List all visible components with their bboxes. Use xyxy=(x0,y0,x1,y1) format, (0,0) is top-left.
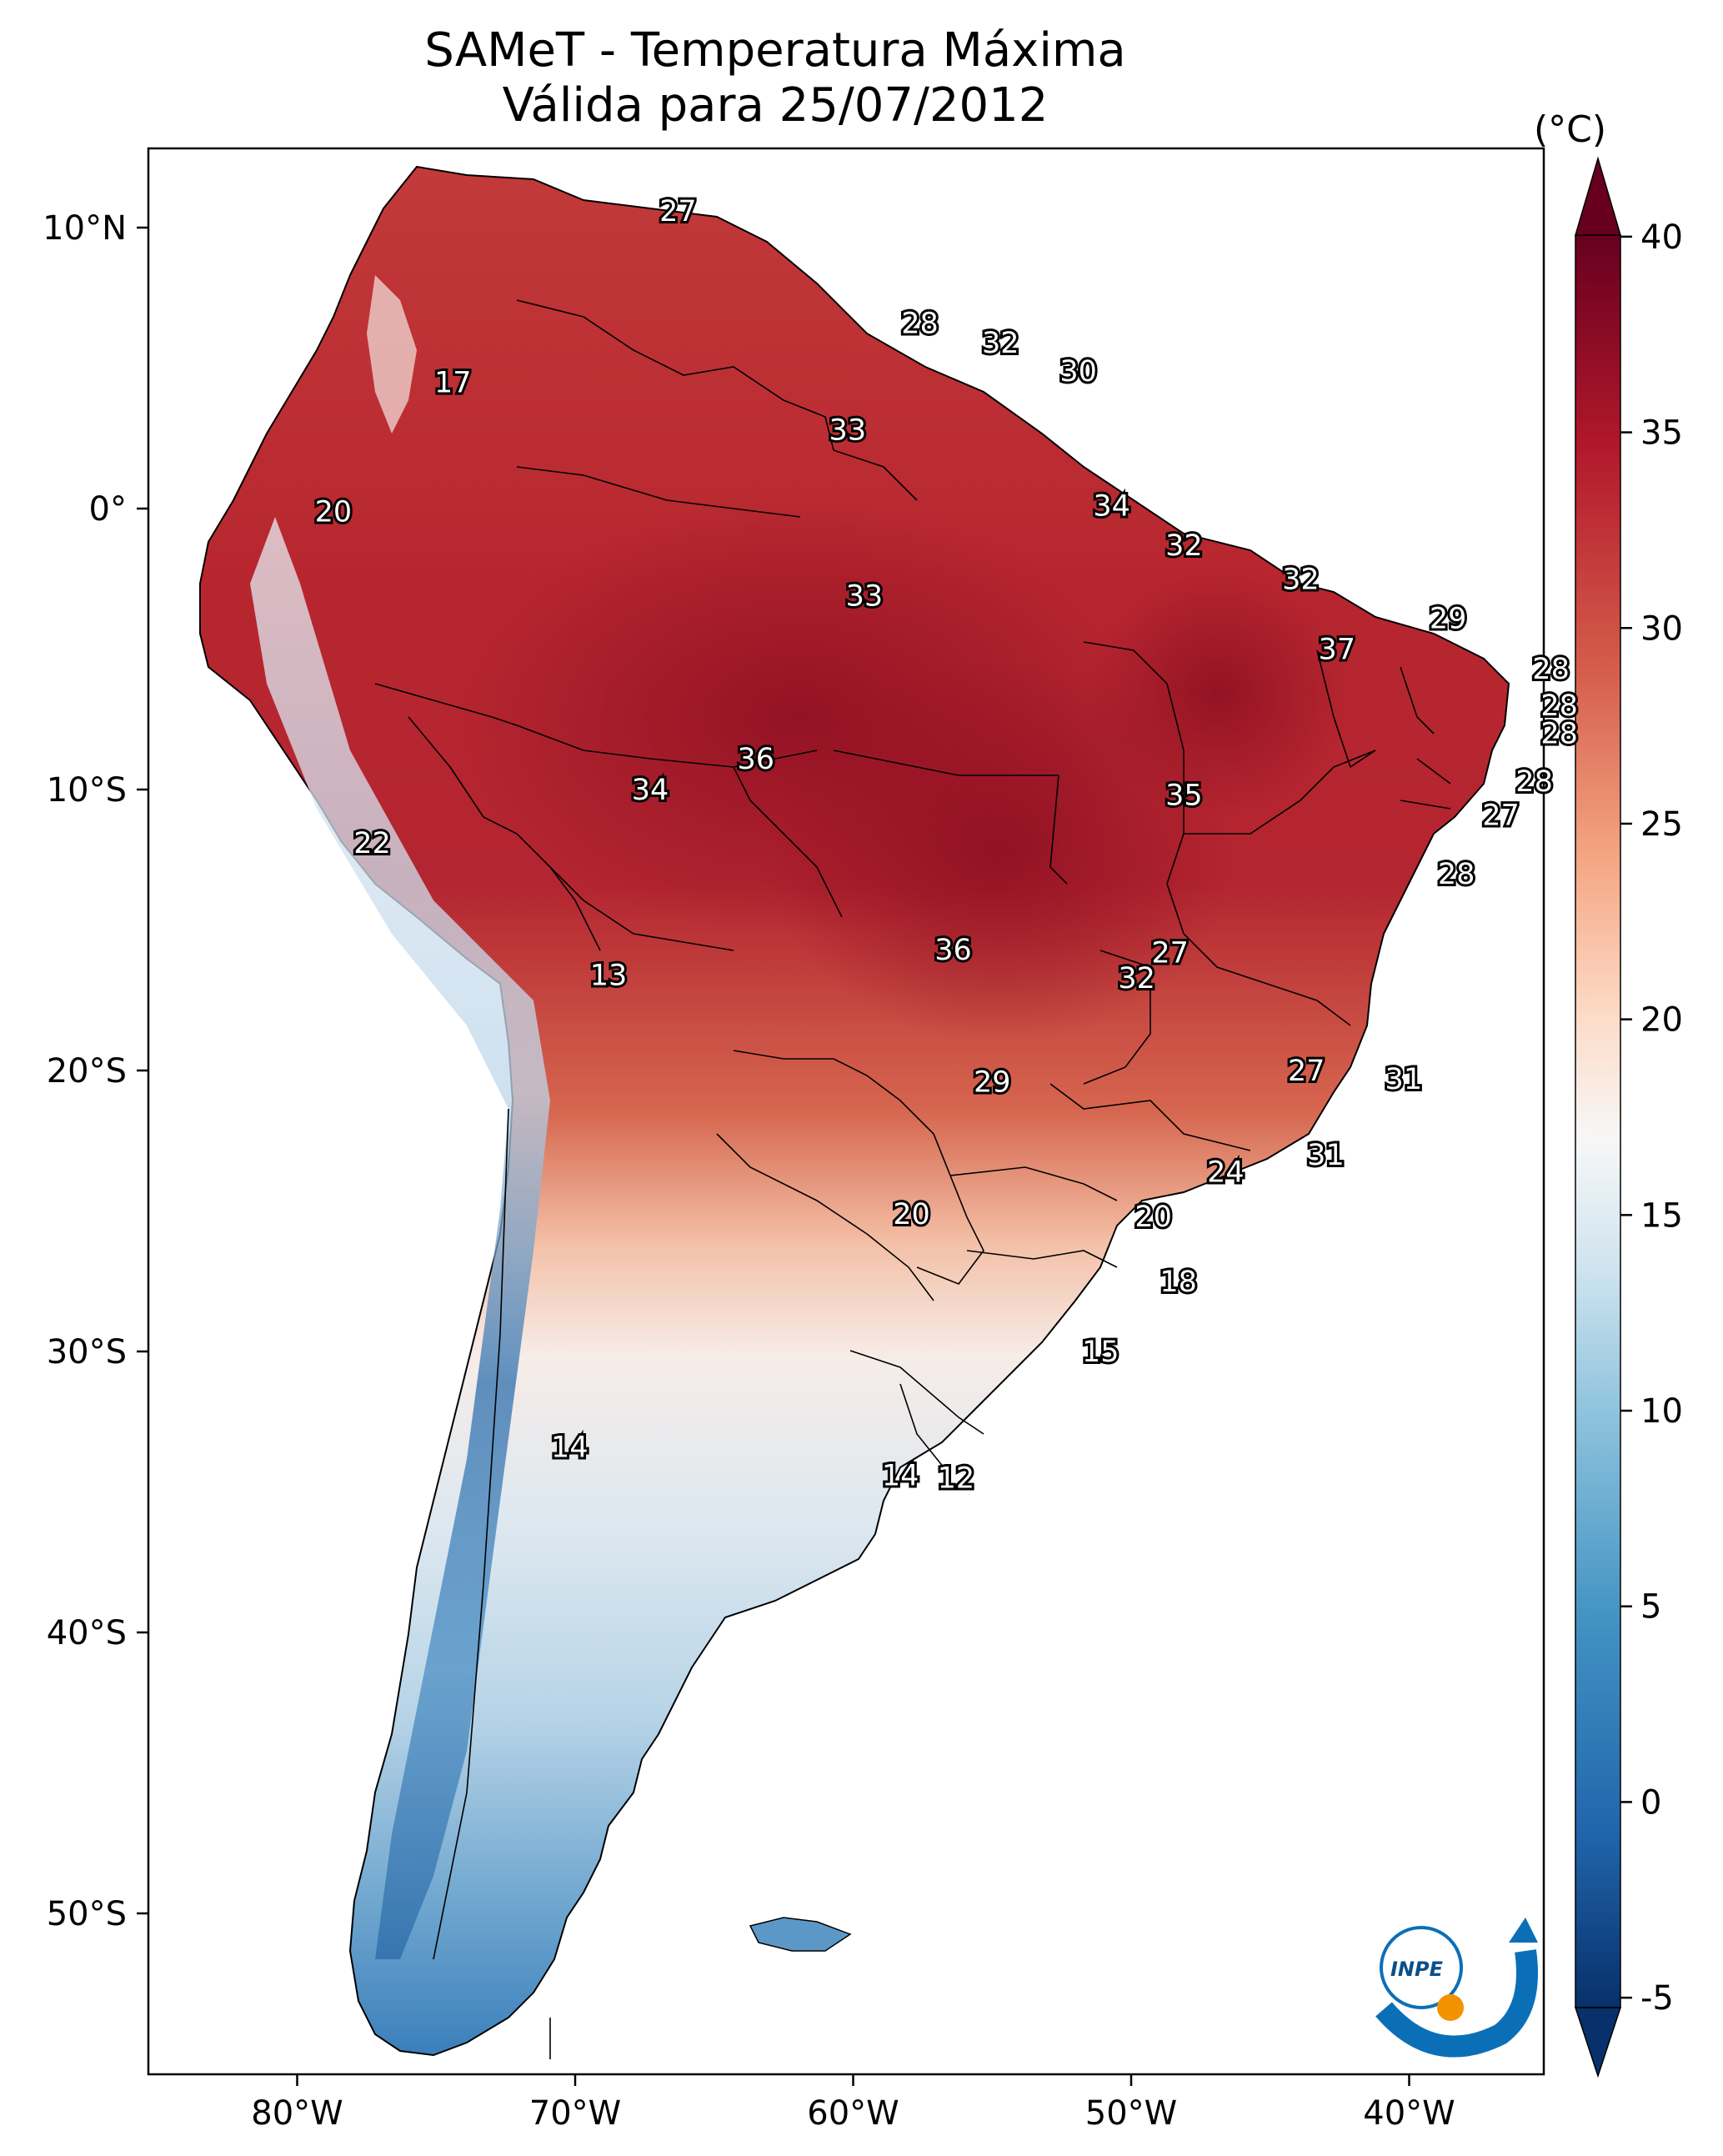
temperature-label: 32 xyxy=(1118,962,1155,995)
colorbar-tick-label: 25 xyxy=(1640,805,1683,844)
temperature-label: 20 xyxy=(315,495,353,529)
land-area xyxy=(199,165,1510,2057)
temperature-label: 32 xyxy=(982,327,1019,360)
temperature-label: 27 xyxy=(659,195,697,228)
y-tick-label: 10°N xyxy=(43,209,127,248)
x-tick-label: 40°W xyxy=(1363,2094,1455,2133)
temperature-label: 33 xyxy=(846,579,884,613)
y-tick-label: 20°S xyxy=(47,1052,127,1091)
temperature-label: 30 xyxy=(1059,355,1097,389)
temperature-label: 28 xyxy=(1438,858,1475,891)
y-tick-label: 0° xyxy=(89,490,127,529)
temperature-label: 20 xyxy=(893,1198,930,1231)
y-tick-label: 10°S xyxy=(47,771,127,810)
temperature-label: 12 xyxy=(938,1462,975,1496)
colorbar-gradient xyxy=(1575,234,1621,2008)
temperature-label: 14 xyxy=(882,1459,919,1492)
colorbar-tick-label: 35 xyxy=(1640,414,1683,453)
y-tick-label: 50°S xyxy=(47,1895,127,1933)
x-tick-label: 60°W xyxy=(807,2094,899,2133)
temperature-label: 35 xyxy=(1165,780,1203,813)
temperature-label: 28 xyxy=(1532,653,1570,686)
colorbar-bottom-arrow xyxy=(1574,2007,1622,2078)
title-line-1: SAMeT - Temperatura Máxima xyxy=(424,23,1126,78)
temperature-label: 15 xyxy=(1082,1336,1119,1369)
temperature-label: 37 xyxy=(1319,634,1356,667)
x-axis: 80°W 70°W 60°W 50°W 40°W xyxy=(251,2074,1455,2133)
temperature-label: 34 xyxy=(1093,490,1130,524)
colorbar: 40 35 30 25 20 15 10 5 0 -5 xyxy=(1574,156,1683,2078)
temperature-label: 28 xyxy=(1515,765,1553,799)
colorbar-tick-label: 20 xyxy=(1640,1001,1683,1040)
colorbar-tick-label: 30 xyxy=(1640,609,1683,648)
falkland-islands xyxy=(749,1917,852,1952)
temperature-label: 33 xyxy=(829,414,867,448)
x-tick-label: 50°W xyxy=(1085,2094,1177,2133)
temperature-label: 32 xyxy=(1282,563,1320,596)
temperature-label: 14 xyxy=(551,1431,589,1465)
temperature-label: 31 xyxy=(1307,1139,1345,1172)
temperature-label: 20 xyxy=(1134,1201,1172,1234)
colorbar-top-arrow xyxy=(1574,156,1622,236)
temperature-label: 27 xyxy=(1288,1055,1325,1088)
colorbar-tick-label: -5 xyxy=(1640,1979,1674,2018)
colorbar-tick-label: 15 xyxy=(1640,1196,1683,1235)
temperature-label: 36 xyxy=(738,743,775,776)
temperature-label: 18 xyxy=(1160,1266,1197,1299)
colorbar-tick-label: 40 xyxy=(1640,218,1683,257)
x-tick-label: 70°W xyxy=(529,2094,621,2133)
temperature-label: 13 xyxy=(590,959,628,992)
country-borders xyxy=(374,299,1451,2059)
y-axis: 10°N 0° 10°S 20°S 30°S 40°S 50°S xyxy=(43,209,148,1933)
title-line-2: Válida para 25/07/2012 xyxy=(502,78,1049,133)
temperature-label: 17 xyxy=(434,366,472,399)
temperature-label: 29 xyxy=(1430,602,1467,635)
temperature-label: 27 xyxy=(1482,799,1520,832)
temperature-label: 27 xyxy=(1151,936,1189,970)
x-tick-label: 80°W xyxy=(251,2094,343,2133)
temperature-label: 32 xyxy=(1165,529,1203,563)
temperature-label: 22 xyxy=(353,827,391,860)
colorbar-tick-label: 0 xyxy=(1640,1783,1661,1822)
temperature-label: 28 xyxy=(1540,689,1578,723)
y-tick-label: 40°S xyxy=(47,1614,127,1652)
temperature-label: 29 xyxy=(974,1065,1011,1099)
colorbar-unit: (°C) xyxy=(1534,108,1607,151)
temperature-label: 36 xyxy=(934,934,972,967)
inpe-logo: INPE xyxy=(1375,1918,1538,2058)
temperature-label: 28 xyxy=(901,308,939,341)
colorbar-tick-label: 10 xyxy=(1640,1392,1683,1431)
map-title: SAMeT - Temperatura Máxima Válida para 2… xyxy=(150,23,1400,133)
inpe-logo-text: INPE xyxy=(1390,1958,1444,1981)
temperature-label: 31 xyxy=(1385,1063,1423,1096)
y-tick-label: 30°S xyxy=(47,1333,127,1371)
temperature-label: 24 xyxy=(1207,1156,1245,1189)
colorbar-tick-label: 5 xyxy=(1640,1588,1661,1627)
temperature-label: 34 xyxy=(632,774,669,807)
temperature-label: 28 xyxy=(1540,718,1578,751)
